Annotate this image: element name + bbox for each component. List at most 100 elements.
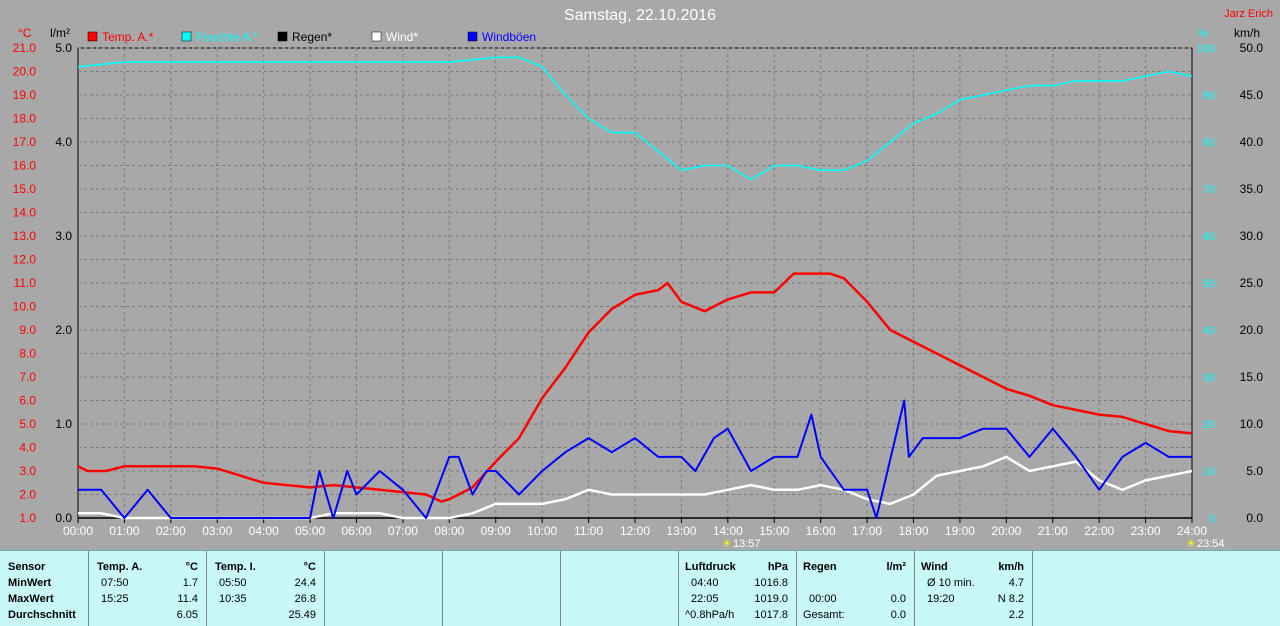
- wind-tick-label: 20.0: [1240, 323, 1264, 337]
- x-tick-label: 23:00: [1131, 524, 1161, 538]
- temp-a-max-value: 11.4: [177, 593, 198, 605]
- legend-item: Wind*: [371, 30, 418, 44]
- chart-series: [77, 56, 1193, 520]
- temp-i-min-time: 05:50: [219, 577, 247, 589]
- humidity-tick-label: 100: [1197, 43, 1215, 55]
- stats-empty-col-3: [560, 551, 678, 626]
- wind-avg10-value: 4.7: [1008, 577, 1024, 589]
- temp-tick-label: 11.0: [14, 276, 37, 290]
- rain-tick-label: 3.0: [55, 229, 72, 243]
- x-tick-label: 16:00: [806, 524, 836, 538]
- chart-axes: 1.0 2.0 3.0 4.0 5.0 6.0 7.0 8.0 9.0 10.0 11.0 12.0 1…: [13, 41, 1264, 538]
- stats-temp-i-col: Temp. I. °C 05:50 24.4 10:35 26.8 25.49: [206, 551, 324, 626]
- stats-wind-col: Wind km/h Ø 10 min. 4.7 19:20 N 8.2 2.2: [914, 551, 1032, 626]
- wind-tick-label: 10.0: [1240, 417, 1264, 431]
- chart-legend: Temp. A.* Feuchte A.* Regen* Wind* Windböen: [87, 30, 536, 44]
- rain-total-value: 0.0: [890, 609, 906, 621]
- temp-tick-label: 15.0: [13, 182, 37, 196]
- pressure-max-value: 1019.0: [754, 593, 788, 605]
- legend-swatch: [467, 31, 478, 42]
- humidity-tick-label: 40: [1203, 325, 1215, 337]
- sunrise-marker: ☀ 13:57: [722, 538, 761, 550]
- pressure-average: 1017.8: [754, 609, 788, 621]
- rain-unit: l/m²: [886, 561, 906, 573]
- rain-tick-label: 4.0: [55, 135, 72, 149]
- legend-item: Feuchte A.*: [181, 30, 258, 44]
- wind-tick-label: 15.0: [1240, 370, 1264, 384]
- series-line-feuchte-a: [77, 56, 1193, 181]
- legend-swatch: [181, 31, 192, 42]
- pressure-trend: ^0.8hPa/h: [685, 609, 735, 621]
- series-line-temp-a: [77, 272, 1193, 503]
- legend-label: Feuchte A.*: [196, 30, 258, 44]
- humidity-tick-label: 70: [1203, 184, 1215, 196]
- x-tick-label: 03:00: [202, 524, 232, 538]
- legend-label: Windböen: [482, 30, 536, 44]
- row-label-max: MaxWert: [8, 593, 54, 605]
- temp-tick-label: 9.0: [19, 323, 36, 337]
- sunrise-time: 13:57: [733, 538, 761, 550]
- temp-tick-label: 6.0: [19, 394, 36, 408]
- x-tick-label: 19:00: [945, 524, 975, 538]
- x-tick-label: 14:00: [713, 524, 743, 538]
- temp-a-min-time: 07:50: [101, 577, 129, 589]
- pressure-unit: hPa: [767, 561, 788, 573]
- wind-header: Wind: [921, 561, 948, 573]
- temp-tick-label: 2.0: [19, 488, 36, 502]
- legend-label: Temp. A.*: [102, 30, 154, 44]
- x-tick-label: 04:00: [249, 524, 279, 538]
- humidity-unit-label: %: [1198, 28, 1208, 40]
- humidity-tick-label: 60: [1203, 231, 1215, 243]
- wind-tick-label: 25.0: [1240, 276, 1264, 290]
- temp-i-average: 25.49: [288, 609, 316, 621]
- temp-a-max-time: 15:25: [101, 593, 129, 605]
- series-line-wind: [78, 455, 1193, 520]
- wind-tick-label: 35.0: [1240, 182, 1264, 196]
- x-tick-label: 06:00: [341, 524, 371, 538]
- sun-icon: ☀: [1186, 538, 1196, 550]
- x-tick-label: 22:00: [1084, 524, 1114, 538]
- stats-empty-col-4: [1032, 551, 1280, 626]
- x-tick-label: 11:00: [574, 524, 603, 538]
- temp-tick-label: 12.0: [13, 253, 37, 267]
- sunset-time: 23:54: [1197, 538, 1225, 550]
- temp-tick-label: 4.0: [19, 441, 36, 455]
- temp-i-max-value: 26.8: [294, 593, 316, 605]
- wind-unit-label: km/h: [1234, 26, 1260, 40]
- temp-a-header: Temp. A.: [97, 561, 143, 573]
- temp-tick-label: 3.0: [19, 464, 36, 478]
- legend-item: Temp. A.*: [87, 30, 154, 44]
- wind-tick-label: 5.0: [1246, 464, 1263, 478]
- temp-a-unit: °C: [185, 561, 198, 573]
- temp-tick-label: 13.0: [13, 229, 37, 243]
- rain-tick-label: 0.0: [55, 511, 72, 525]
- legend-swatch: [371, 31, 382, 42]
- wind-average: 2.2: [1008, 609, 1024, 621]
- x-tick-label: 15:00: [759, 524, 789, 538]
- legend-swatch: [277, 31, 288, 42]
- stats-empty-col-2: [442, 551, 560, 626]
- author-label: Jarz Erich: [1224, 8, 1273, 20]
- temp-tick-label: 8.0: [19, 347, 36, 361]
- chart-grid: [77, 47, 1193, 519]
- temp-i-min-value: 24.4: [294, 577, 316, 589]
- pressure-min-value: 1016.8: [754, 577, 788, 589]
- stats-rain-col: Regen l/m² 00:00 0.0 Gesamt: 0.0: [796, 551, 914, 626]
- rain-max-time: 00:00: [809, 593, 837, 605]
- x-tick-label: 08:00: [434, 524, 464, 538]
- temp-tick-label: 20.0: [13, 65, 37, 79]
- series-line-windb-en: [78, 399, 1192, 519]
- pressure-min-time: 04:40: [691, 577, 719, 589]
- x-tick-label: 24:00: [1177, 524, 1207, 538]
- wind-max-value: N 8.2: [997, 593, 1024, 605]
- temp-i-unit: °C: [303, 561, 316, 573]
- pressure-header: Luftdruck: [685, 561, 736, 573]
- humidity-tick-label: 90: [1203, 90, 1215, 102]
- x-tick-label: 12:00: [620, 524, 650, 538]
- row-label-min: MinWert: [8, 577, 52, 589]
- temp-tick-label: 10.0: [13, 300, 37, 314]
- x-tick-label: 02:00: [156, 524, 186, 538]
- temp-a-average: 6.05: [176, 609, 198, 621]
- temp-tick-label: 21.0: [13, 41, 37, 55]
- x-tick-label: 07:00: [388, 524, 418, 538]
